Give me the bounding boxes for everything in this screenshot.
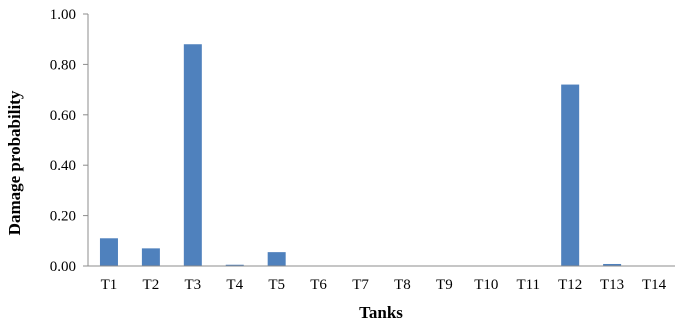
y-tick-label: 0.20 [50, 209, 76, 225]
x-tick-label: T6 [310, 277, 327, 293]
y-tick-label: 0.60 [50, 108, 76, 124]
x-tick-label: T3 [184, 277, 201, 293]
y-tick-label: 0.40 [50, 158, 76, 174]
y-axis-title: Damage probability [5, 90, 24, 235]
x-tick-label: T1 [101, 277, 118, 293]
x-tick-label: T13 [600, 277, 624, 293]
x-tick-label: T9 [436, 277, 453, 293]
bar-t4 [225, 264, 244, 266]
y-axis-ticks: 0.00 0.20 0.40 0.60 0.80 1.00 [50, 7, 88, 275]
x-tick-label: T10 [474, 277, 498, 293]
bars [99, 44, 622, 266]
bar-t12 [561, 84, 580, 266]
bar-t3 [183, 44, 202, 266]
bar-t2 [141, 248, 160, 266]
x-tick-label: T7 [352, 277, 369, 293]
bar-t1 [99, 238, 118, 266]
bar-t5 [267, 252, 286, 266]
y-tick-label: 0.80 [50, 57, 76, 73]
bar-t13 [603, 263, 622, 266]
y-tick-label: 0.00 [50, 259, 76, 275]
x-tick-label: T11 [516, 277, 540, 293]
x-tick-label: T14 [642, 277, 667, 293]
x-tick-label: T8 [394, 277, 411, 293]
x-axis-title: Tanks [359, 303, 403, 322]
x-axis-ticks: T1 T2 T3 T4 T5 T6 T7 T8 T9 T10 T11 T12 T13 T14 [101, 277, 667, 293]
y-tick-label: 1.00 [50, 7, 76, 23]
x-tick-label: T12 [558, 277, 582, 293]
x-tick-label: T2 [143, 277, 160, 293]
x-tick-label: T5 [268, 277, 285, 293]
x-tick-label: T4 [226, 277, 243, 293]
